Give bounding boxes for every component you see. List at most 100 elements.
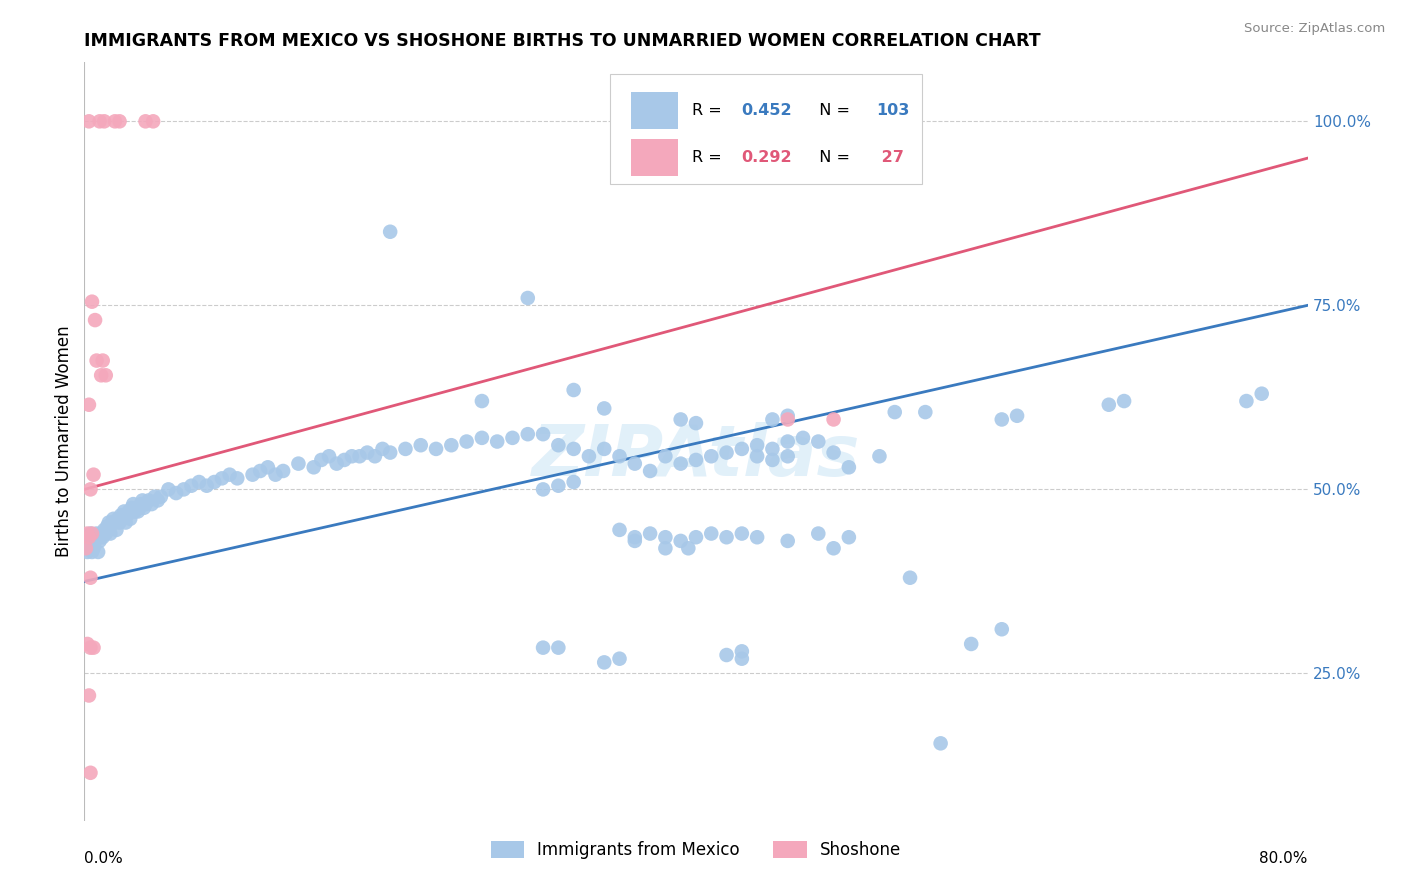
Point	[356, 445, 378, 459]
Point	[838, 530, 860, 544]
Point	[173, 483, 195, 497]
Point	[79, 483, 101, 497]
Point	[93, 523, 115, 537]
Point	[165, 486, 187, 500]
Point	[149, 490, 172, 504]
Point	[77, 398, 100, 412]
Text: 27: 27	[876, 150, 904, 165]
Point	[914, 405, 936, 419]
Point	[562, 442, 585, 456]
Point	[516, 427, 538, 442]
Point	[111, 512, 134, 526]
Point	[624, 533, 647, 548]
Point	[929, 736, 952, 750]
Text: 0.0%: 0.0%	[84, 851, 124, 866]
Point	[823, 445, 845, 459]
Point	[84, 313, 107, 327]
Point	[79, 765, 101, 780]
Point	[593, 442, 616, 456]
Point	[1114, 394, 1136, 409]
Point	[471, 394, 494, 409]
Point	[107, 512, 129, 526]
Point	[79, 571, 101, 585]
Point	[90, 368, 112, 383]
Point	[120, 512, 142, 526]
Point	[77, 541, 100, 556]
Point	[79, 533, 101, 548]
Point	[104, 114, 127, 128]
Point	[98, 526, 121, 541]
Point	[991, 622, 1014, 636]
Point	[115, 508, 138, 523]
Point	[471, 431, 494, 445]
Point	[218, 467, 240, 482]
Point	[364, 450, 387, 464]
Text: 103: 103	[876, 103, 910, 118]
Point	[425, 442, 447, 456]
Text: 0.452: 0.452	[741, 103, 792, 118]
Point	[127, 504, 149, 518]
Point	[678, 541, 700, 556]
Point	[271, 464, 294, 478]
Point	[654, 530, 676, 544]
Point	[104, 516, 127, 530]
Point	[776, 450, 799, 464]
Point	[86, 353, 108, 368]
Point	[380, 225, 402, 239]
Point	[84, 533, 107, 548]
Point	[89, 114, 111, 128]
Point	[761, 442, 783, 456]
Point	[531, 640, 554, 655]
Y-axis label: Births to Unmarried Women: Births to Unmarried Women	[55, 326, 73, 558]
Point	[776, 533, 799, 548]
Point	[180, 479, 202, 493]
Point	[96, 519, 118, 533]
Point	[654, 541, 676, 556]
Point	[761, 412, 783, 426]
Point	[76, 637, 98, 651]
Point	[318, 450, 340, 464]
Point	[311, 453, 333, 467]
Point	[609, 523, 631, 537]
Point	[440, 438, 463, 452]
Point	[141, 497, 163, 511]
Point	[76, 526, 98, 541]
Point	[80, 526, 103, 541]
Point	[747, 438, 769, 452]
Point	[486, 434, 509, 449]
Point	[135, 114, 157, 128]
Point	[593, 401, 616, 416]
Point	[302, 460, 325, 475]
Point	[333, 453, 356, 467]
Point	[340, 450, 363, 464]
Point	[669, 412, 692, 426]
Point	[110, 508, 132, 523]
Point	[731, 526, 754, 541]
Point	[143, 490, 166, 504]
Point	[242, 467, 264, 482]
Point	[114, 516, 136, 530]
Point	[90, 526, 112, 541]
Point	[77, 689, 100, 703]
Point	[83, 467, 105, 482]
Point	[91, 353, 114, 368]
Point	[669, 457, 692, 471]
Point	[578, 450, 600, 464]
Point	[103, 512, 125, 526]
Point	[93, 114, 115, 128]
Point	[131, 493, 153, 508]
Point	[125, 500, 148, 515]
Point	[562, 383, 585, 397]
Point	[86, 526, 108, 541]
Point	[456, 434, 478, 449]
Point	[83, 640, 105, 655]
Point	[516, 291, 538, 305]
Point	[264, 467, 287, 482]
Point	[823, 541, 845, 556]
Point	[371, 442, 394, 456]
Point	[83, 541, 105, 556]
Point	[257, 460, 280, 475]
Point	[593, 656, 616, 670]
Point	[609, 450, 631, 464]
Point	[776, 409, 799, 423]
